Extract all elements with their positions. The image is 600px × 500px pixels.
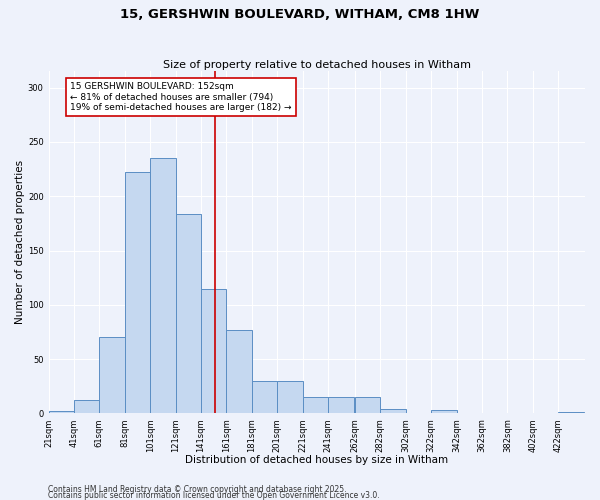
Title: Size of property relative to detached houses in Witham: Size of property relative to detached ho… bbox=[163, 60, 471, 70]
Bar bbox=[559, 412, 584, 414]
Bar bbox=[226, 330, 252, 413]
Text: Contains public sector information licensed under the Open Government Licence v3: Contains public sector information licen… bbox=[48, 490, 380, 500]
Bar bbox=[100, 338, 125, 413]
Bar bbox=[150, 158, 176, 413]
Bar bbox=[328, 397, 353, 413]
Bar bbox=[176, 214, 201, 414]
X-axis label: Distribution of detached houses by size in Witham: Distribution of detached houses by size … bbox=[185, 455, 448, 465]
Bar bbox=[252, 381, 277, 414]
Bar bbox=[49, 412, 74, 414]
Bar bbox=[277, 381, 303, 414]
Bar bbox=[125, 172, 150, 414]
Bar bbox=[74, 400, 100, 413]
Bar bbox=[380, 409, 406, 414]
Text: 15, GERSHWIN BOULEVARD, WITHAM, CM8 1HW: 15, GERSHWIN BOULEVARD, WITHAM, CM8 1HW bbox=[121, 8, 479, 20]
Y-axis label: Number of detached properties: Number of detached properties bbox=[15, 160, 25, 324]
Bar bbox=[201, 288, 226, 414]
Text: Contains HM Land Registry data © Crown copyright and database right 2025.: Contains HM Land Registry data © Crown c… bbox=[48, 484, 347, 494]
Text: 15 GERSHWIN BOULEVARD: 152sqm
← 81% of detached houses are smaller (794)
19% of : 15 GERSHWIN BOULEVARD: 152sqm ← 81% of d… bbox=[70, 82, 292, 112]
Bar bbox=[355, 397, 380, 413]
Bar bbox=[303, 397, 328, 413]
Bar bbox=[431, 410, 457, 414]
